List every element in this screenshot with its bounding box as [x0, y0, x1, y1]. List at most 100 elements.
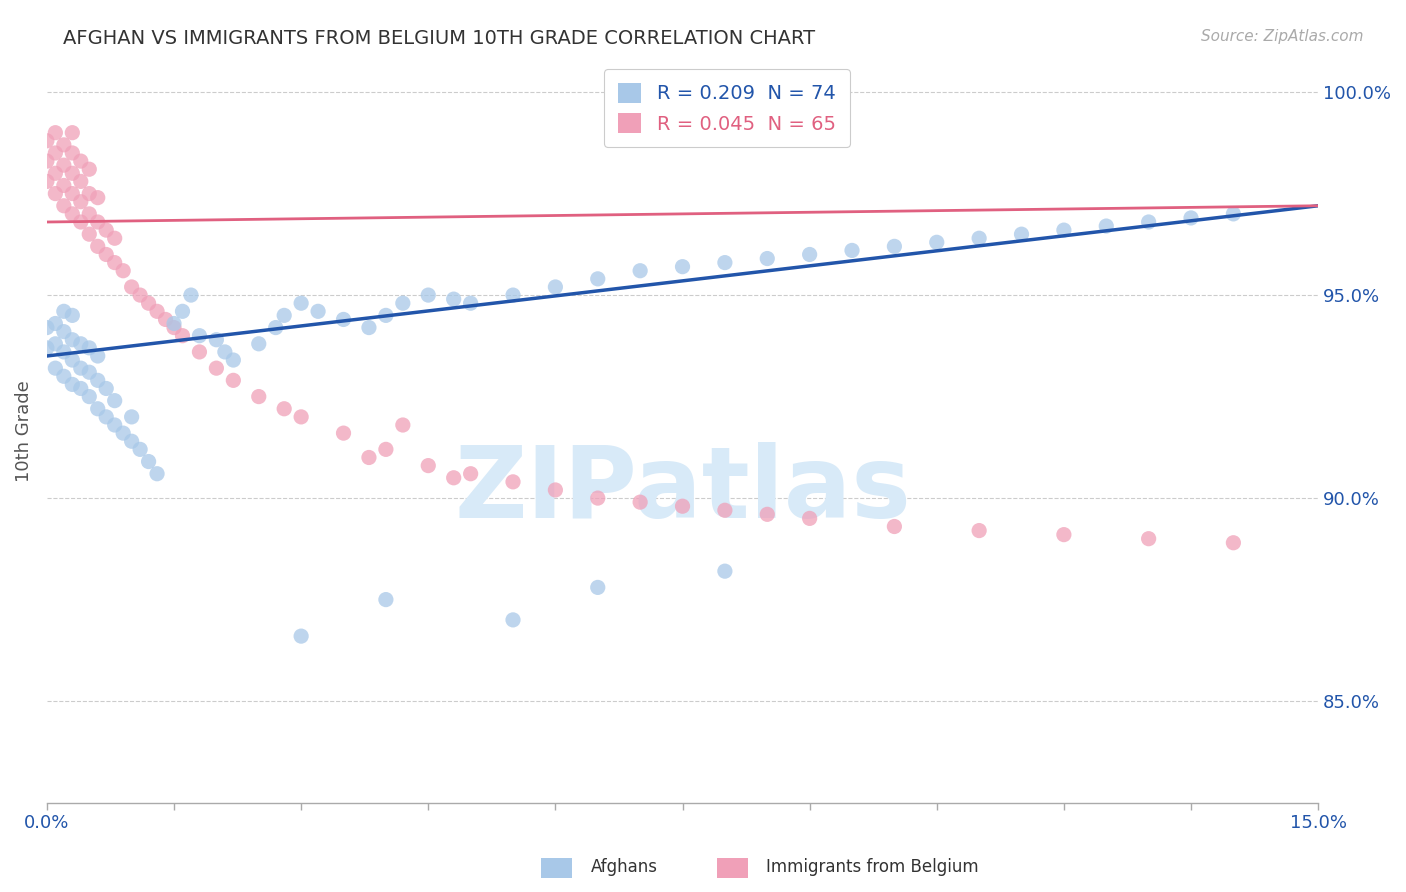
- Point: [69, 174, 91, 188]
- Point: [87, 373, 110, 387]
- Point: [374, 592, 396, 607]
- Point: [172, 304, 194, 318]
- Point: [112, 264, 135, 278]
- Point: [69, 215, 91, 229]
- Point: [188, 345, 211, 359]
- Point: [146, 304, 169, 318]
- Point: [628, 495, 651, 509]
- Point: [443, 292, 465, 306]
- Point: [460, 467, 482, 481]
- Point: [77, 186, 100, 201]
- Point: [443, 471, 465, 485]
- Point: [138, 454, 160, 468]
- Point: [60, 207, 83, 221]
- Point: [52, 325, 75, 339]
- Point: [44, 361, 66, 376]
- Point: [77, 162, 100, 177]
- Point: [799, 511, 821, 525]
- Point: [77, 341, 100, 355]
- Point: [214, 345, 236, 359]
- Point: [163, 320, 186, 334]
- Point: [163, 317, 186, 331]
- Point: [104, 417, 127, 432]
- Point: [671, 260, 693, 274]
- Text: Source: ZipAtlas.com: Source: ZipAtlas.com: [1201, 29, 1364, 44]
- Point: [112, 426, 135, 441]
- Point: [628, 264, 651, 278]
- Point: [586, 272, 609, 286]
- Point: [925, 235, 948, 250]
- Point: [87, 401, 110, 416]
- Point: [502, 613, 524, 627]
- Point: [69, 336, 91, 351]
- Point: [69, 194, 91, 209]
- Point: [502, 475, 524, 489]
- Text: ZIPatlas: ZIPatlas: [454, 442, 911, 539]
- Point: [460, 296, 482, 310]
- Point: [307, 304, 329, 318]
- Point: [69, 154, 91, 169]
- Point: [96, 247, 118, 261]
- Point: [714, 564, 737, 578]
- Point: [374, 442, 396, 457]
- Point: [273, 309, 295, 323]
- Point: [841, 244, 863, 258]
- Point: [129, 442, 152, 457]
- Point: [121, 409, 143, 424]
- Point: [247, 390, 270, 404]
- Point: [418, 288, 440, 302]
- Point: [1095, 219, 1118, 233]
- Point: [104, 393, 127, 408]
- Text: Afghans: Afghans: [591, 858, 658, 876]
- Point: [544, 483, 567, 497]
- Point: [52, 369, 75, 384]
- Point: [671, 499, 693, 513]
- Point: [60, 126, 83, 140]
- Point: [205, 333, 228, 347]
- Point: [967, 231, 990, 245]
- Point: [172, 328, 194, 343]
- Point: [60, 333, 83, 347]
- Point: [96, 409, 118, 424]
- Point: [104, 231, 127, 245]
- Point: [188, 328, 211, 343]
- Point: [1137, 532, 1160, 546]
- Y-axis label: 10th Grade: 10th Grade: [15, 380, 32, 482]
- Point: [502, 288, 524, 302]
- Point: [273, 401, 295, 416]
- Point: [418, 458, 440, 473]
- Point: [290, 296, 312, 310]
- Point: [392, 296, 415, 310]
- Point: [121, 280, 143, 294]
- Point: [1222, 207, 1244, 221]
- Point: [52, 158, 75, 172]
- Point: [52, 304, 75, 318]
- Point: [69, 361, 91, 376]
- Point: [1011, 227, 1033, 242]
- Point: [52, 137, 75, 152]
- Point: [44, 186, 66, 201]
- Point: [1222, 535, 1244, 549]
- Point: [44, 126, 66, 140]
- Point: [60, 309, 83, 323]
- Point: [883, 239, 905, 253]
- Point: [87, 239, 110, 253]
- Point: [104, 255, 127, 269]
- Point: [1180, 211, 1202, 225]
- Legend: R = 0.209  N = 74, R = 0.045  N = 65: R = 0.209 N = 74, R = 0.045 N = 65: [605, 70, 849, 147]
- Point: [60, 377, 83, 392]
- Point: [714, 503, 737, 517]
- Point: [756, 508, 779, 522]
- Point: [357, 320, 380, 334]
- Point: [52, 199, 75, 213]
- Point: [967, 524, 990, 538]
- Point: [60, 186, 83, 201]
- Point: [52, 345, 75, 359]
- Point: [121, 434, 143, 449]
- Point: [138, 296, 160, 310]
- Point: [35, 174, 58, 188]
- Point: [290, 629, 312, 643]
- Point: [44, 146, 66, 161]
- Point: [264, 320, 287, 334]
- Point: [87, 349, 110, 363]
